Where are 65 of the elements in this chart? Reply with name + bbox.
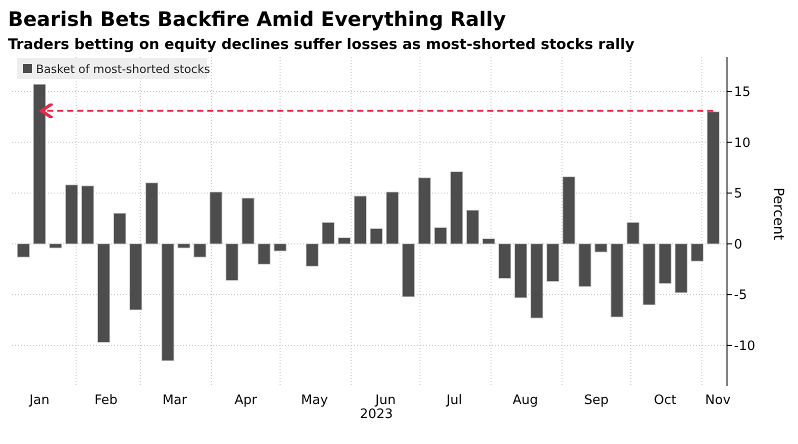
bar: [242, 198, 254, 244]
bar: [17, 244, 30, 258]
bar: [178, 244, 190, 248]
chart-title: Bearish Bets Backfire Amid Everything Rally: [8, 7, 506, 31]
bar: [386, 192, 399, 244]
y-tick-label: 15: [734, 85, 751, 100]
bar: [210, 192, 222, 244]
legend-label: Basket of most-shorted stocks: [36, 62, 210, 76]
bar: [129, 244, 142, 310]
bar: [546, 244, 560, 282]
bar: [578, 244, 592, 287]
bar: [354, 196, 367, 244]
bar: [514, 244, 528, 298]
bar: [418, 178, 431, 244]
x-tick-label: Sep: [584, 393, 609, 408]
bar: [194, 244, 206, 258]
x-tick-label: Feb: [94, 393, 118, 408]
bar: [482, 238, 495, 244]
x-tick-label: Mar: [162, 393, 188, 408]
bar: [642, 244, 656, 306]
bar: [530, 244, 544, 318]
x-tick-label: Jun: [374, 393, 396, 408]
x-tick-label: May: [301, 393, 328, 408]
bar: [113, 213, 126, 244]
x-tick-label: Aug: [512, 393, 538, 408]
bar: [306, 244, 319, 266]
x-tick-label: Oct: [654, 393, 676, 408]
bar: [610, 244, 624, 318]
bar: [162, 244, 174, 361]
x-axis-title: 2023: [360, 407, 393, 422]
y-tick-label: -10: [734, 338, 756, 354]
bar: [674, 244, 688, 293]
bar: [226, 244, 238, 281]
bar: [258, 244, 270, 264]
bar: [97, 244, 110, 343]
bar: [49, 244, 62, 248]
bar: [338, 237, 351, 244]
x-tick-label: Jan: [28, 393, 50, 408]
x-tick-label: Apr: [234, 393, 258, 408]
bar: [145, 182, 158, 244]
bar: [434, 227, 447, 244]
y-tick-label: 5: [734, 186, 742, 202]
bar: [562, 176, 576, 244]
y-tick-label: 10: [734, 136, 751, 151]
bar: [81, 186, 94, 244]
bar: [498, 244, 512, 279]
x-tick-label: Jul: [445, 393, 462, 408]
bar: [402, 244, 415, 297]
bar: [466, 210, 479, 244]
bar: [274, 244, 286, 252]
bar: [706, 112, 720, 244]
chart-subtitle: Traders betting on equity declines suffer losses as most-shorted stocks rally: [8, 37, 636, 53]
y-tick-label: -5: [734, 288, 747, 304]
bar: [33, 84, 46, 244]
bar: [65, 184, 78, 244]
bar: [322, 222, 335, 244]
y-tick-label: 0: [734, 237, 742, 252]
bar: [450, 171, 463, 244]
bar: [594, 244, 608, 252]
bar: [690, 244, 704, 262]
bar: [626, 222, 640, 244]
bar: [658, 244, 672, 284]
bar: [370, 228, 383, 244]
x-tick-label: Nov: [705, 393, 731, 408]
y-axis-title: Percent: [770, 187, 786, 241]
